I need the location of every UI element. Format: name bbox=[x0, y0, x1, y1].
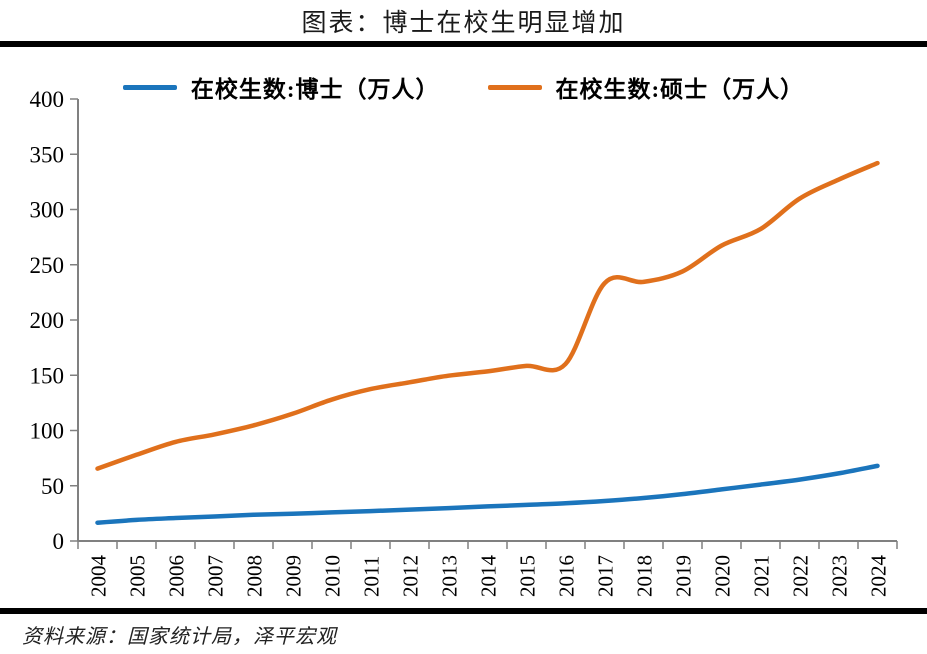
legend-item-doctor: 在校生数:博士（万人） bbox=[122, 70, 440, 104]
x-tick-label: 2009 bbox=[282, 555, 306, 597]
y-tick-label: 250 bbox=[30, 253, 65, 278]
x-tick-label: 2023 bbox=[828, 555, 852, 597]
y-tick-label: 0 bbox=[53, 529, 65, 554]
y-tick-label: 150 bbox=[30, 363, 65, 388]
legend-item-master: 在校生数:硕士（万人） bbox=[487, 70, 805, 104]
x-tick-label: 2024 bbox=[867, 555, 891, 598]
x-tick-label: 2021 bbox=[750, 555, 774, 597]
x-tick-label: 2013 bbox=[438, 555, 462, 597]
x-tick-label: 2016 bbox=[555, 555, 579, 597]
x-tick-label: 2011 bbox=[360, 556, 384, 597]
y-tick-label: 300 bbox=[30, 198, 65, 223]
doctor-line-swatch bbox=[122, 84, 177, 90]
x-tick-label: 2017 bbox=[594, 555, 618, 597]
bottom-divider bbox=[0, 608, 927, 614]
top-divider bbox=[0, 41, 927, 47]
y-tick-label: 400 bbox=[30, 87, 65, 112]
x-tick-label: 2006 bbox=[165, 555, 189, 597]
master-line-swatch bbox=[487, 84, 542, 90]
doctor-series-line bbox=[95, 463, 880, 525]
x-tick-label: 2019 bbox=[672, 555, 696, 597]
x-tick-label: 2004 bbox=[87, 555, 111, 598]
x-tick-label: 2014 bbox=[477, 555, 501, 598]
master-series-line bbox=[95, 160, 880, 471]
source-note: 资料来源：国家统计局，泽平宏观 bbox=[22, 626, 337, 648]
x-tick-label: 2005 bbox=[126, 555, 150, 597]
x-tick-label: 2007 bbox=[204, 555, 228, 597]
y-tick-label: 350 bbox=[30, 142, 65, 167]
y-tick-label: 200 bbox=[30, 308, 65, 333]
x-tick-label: 2018 bbox=[633, 555, 657, 597]
y-tick-label: 50 bbox=[41, 474, 64, 499]
x-tick-label: 2020 bbox=[711, 555, 735, 597]
x-tick-label: 2012 bbox=[399, 555, 423, 597]
x-tick-label: 2008 bbox=[243, 555, 267, 597]
chart-title: 图表：博士在校生明显增加 bbox=[301, 10, 626, 37]
chart-legend: 在校生数:博士（万人） 在校生数:硕士（万人） bbox=[0, 70, 927, 104]
line-chart-plot: 0 50 100 150 200 250 300 350 400 2004 2005 2006 2007… bbox=[30, 87, 898, 598]
x-tick-label: 2015 bbox=[516, 555, 540, 597]
x-tick-label: 2010 bbox=[321, 555, 345, 597]
x-tick-label: 2022 bbox=[789, 555, 813, 597]
legend-label-master: 在校生数:硕士（万人） bbox=[555, 77, 805, 102]
legend-label-doctor: 在校生数:博士（万人） bbox=[190, 77, 440, 102]
y-tick-label: 100 bbox=[30, 419, 65, 444]
